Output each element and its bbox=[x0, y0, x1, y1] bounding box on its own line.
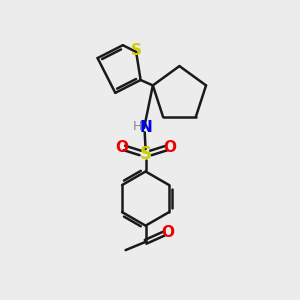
Text: O: O bbox=[115, 140, 128, 155]
Text: S: S bbox=[131, 43, 142, 58]
Text: N: N bbox=[139, 120, 152, 135]
Text: O: O bbox=[161, 225, 174, 240]
Text: S: S bbox=[140, 146, 152, 164]
Text: O: O bbox=[163, 140, 176, 155]
Text: H: H bbox=[133, 120, 142, 133]
